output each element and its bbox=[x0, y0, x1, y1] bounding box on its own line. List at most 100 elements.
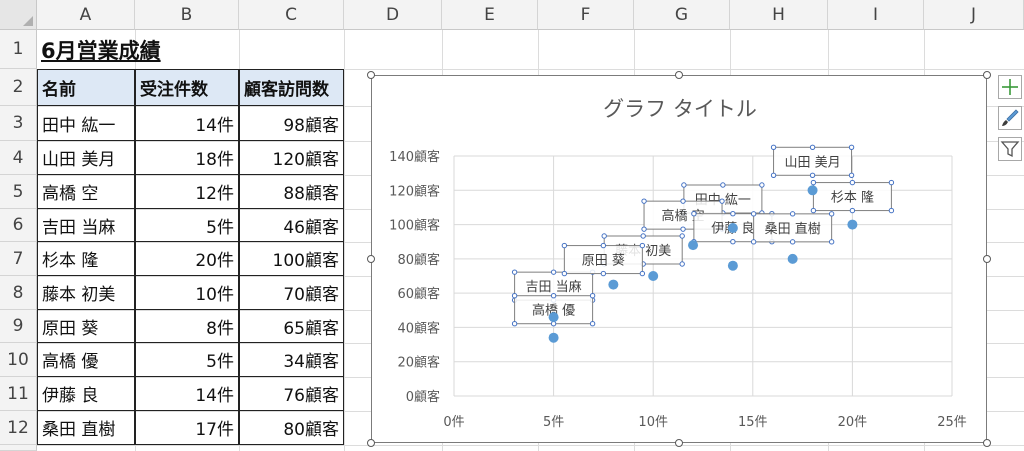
table-cell-name[interactable]: 伊藤 良 bbox=[37, 377, 135, 411]
data-label-handle[interactable] bbox=[550, 269, 557, 275]
resize-handle-top[interactable] bbox=[675, 71, 683, 79]
data-label-handle[interactable] bbox=[589, 293, 596, 299]
row-header-2[interactable]: 2 bbox=[0, 69, 37, 106]
data-label-handle[interactable] bbox=[720, 182, 726, 188]
table-cell-name[interactable]: 藤本 初美 bbox=[37, 276, 135, 310]
data-label-handle[interactable] bbox=[750, 239, 757, 245]
data-label-handle[interactable] bbox=[511, 269, 518, 275]
data-label-handle[interactable] bbox=[719, 198, 725, 204]
data-label-handle[interactable] bbox=[849, 179, 856, 186]
row-header-12[interactable]: 12 bbox=[0, 411, 37, 445]
sheet-title[interactable]: 6月営業成績 bbox=[41, 38, 161, 63]
data-label-handle[interactable] bbox=[639, 270, 646, 277]
table-cell-visits[interactable]: 88顧客 bbox=[239, 175, 344, 209]
resize-handle-top-right[interactable] bbox=[983, 71, 991, 79]
table-cell-name[interactable]: 高橋 空 bbox=[37, 175, 135, 209]
table-cell-orders[interactable]: 14件 bbox=[135, 377, 239, 411]
data-label-handle[interactable] bbox=[600, 270, 607, 277]
table-cell-visits[interactable]: 34顧客 bbox=[239, 343, 344, 377]
data-label-handle[interactable] bbox=[888, 207, 895, 214]
table-cell-orders[interactable]: 18件 bbox=[135, 141, 239, 175]
data-label-handle[interactable] bbox=[848, 172, 855, 178]
chart-styles-button[interactable] bbox=[998, 106, 1022, 130]
data-label[interactable]: 桑田 直樹 bbox=[765, 222, 821, 237]
row-header-10[interactable]: 10 bbox=[0, 343, 37, 377]
resize-handle-top-left[interactable] bbox=[367, 71, 375, 79]
data-label-handle[interactable] bbox=[789, 211, 796, 217]
row-header-3[interactable]: 3 bbox=[0, 106, 37, 141]
data-label-handle[interactable] bbox=[550, 293, 557, 299]
resize-handle-bottom-left[interactable] bbox=[367, 439, 375, 447]
data-label-handle[interactable] bbox=[888, 179, 895, 186]
column-header-b[interactable]: B bbox=[135, 0, 239, 30]
data-label[interactable]: 高橋 優 bbox=[532, 303, 575, 319]
data-point[interactable] bbox=[727, 260, 738, 271]
table-cell-visits[interactable]: 98顧客 bbox=[239, 106, 344, 141]
table-header-orders[interactable]: 受注件数 bbox=[135, 69, 239, 106]
table-cell-orders[interactable]: 8件 bbox=[135, 310, 239, 343]
table-cell-name[interactable]: 杉本 隆 bbox=[37, 242, 135, 276]
table-cell-orders[interactable]: 5件 bbox=[135, 343, 239, 377]
data-point[interactable] bbox=[807, 185, 818, 196]
data-label[interactable]: 山田 美月 bbox=[784, 155, 840, 170]
table-cell-name[interactable]: 山田 美月 bbox=[37, 141, 135, 175]
data-label-handle[interactable] bbox=[641, 226, 647, 232]
data-label-handle[interactable] bbox=[828, 211, 835, 217]
row-header-1[interactable]: 1 bbox=[0, 30, 37, 69]
data-label[interactable]: 原田 葵 bbox=[582, 254, 625, 269]
column-header-a[interactable]: A bbox=[37, 0, 135, 30]
data-label-handle[interactable] bbox=[828, 239, 835, 245]
resize-handle-left[interactable] bbox=[367, 255, 375, 263]
data-label-handle[interactable] bbox=[561, 242, 568, 249]
data-label-handle[interactable] bbox=[810, 179, 817, 186]
data-point[interactable] bbox=[648, 271, 659, 281]
data-label-handle[interactable] bbox=[680, 198, 686, 204]
data-label-handle[interactable] bbox=[550, 321, 557, 327]
data-point[interactable] bbox=[847, 219, 858, 230]
data-label-handle[interactable] bbox=[848, 144, 855, 150]
row-header-13[interactable] bbox=[0, 445, 37, 451]
table-header-name[interactable]: 名前 bbox=[37, 69, 135, 106]
column-header-g[interactable]: G bbox=[634, 0, 730, 30]
row-header-8[interactable]: 8 bbox=[0, 276, 37, 310]
table-cell-orders[interactable]: 10件 bbox=[135, 276, 239, 310]
data-label-handle[interactable] bbox=[511, 321, 518, 327]
data-label-handle[interactable] bbox=[601, 233, 607, 239]
data-label-handle[interactable] bbox=[640, 233, 646, 239]
chart-area[interactable]: グラフ タイトル 0顧客 20顧客 40顧客 60顧客 80顧客 100顧客 120顧客 14… bbox=[371, 75, 987, 443]
column-header-i[interactable]: I bbox=[828, 0, 924, 30]
chart-elements-button[interactable] bbox=[998, 75, 1022, 99]
data-label-handle[interactable] bbox=[589, 321, 596, 327]
data-label-handle[interactable] bbox=[770, 144, 777, 150]
column-header-c[interactable]: C bbox=[239, 0, 344, 30]
resize-handle-right[interactable] bbox=[983, 255, 991, 263]
row-header-5[interactable]: 5 bbox=[0, 175, 37, 209]
table-cell-visits[interactable]: 70顧客 bbox=[239, 276, 344, 310]
table-cell-name[interactable]: 高橋 優 bbox=[37, 343, 135, 377]
table-cell-name[interactable]: 田中 紘一 bbox=[37, 106, 135, 141]
data-label-handle[interactable] bbox=[849, 207, 856, 214]
data-label-box[interactable] bbox=[563, 245, 643, 275]
table-cell-visits[interactable]: 76顧客 bbox=[239, 377, 344, 411]
data-label-box[interactable] bbox=[812, 182, 892, 212]
row-header-11[interactable]: 11 bbox=[0, 377, 37, 411]
data-label-handle[interactable] bbox=[809, 172, 816, 178]
data-point[interactable] bbox=[608, 279, 619, 290]
data-label-handle[interactable] bbox=[759, 182, 765, 188]
table-cell-orders[interactable]: 20件 bbox=[135, 242, 239, 276]
table-cell-visits[interactable]: 120顧客 bbox=[239, 141, 344, 175]
data-label-handle[interactable] bbox=[770, 172, 777, 178]
table-cell-name[interactable]: 桑田 直樹 bbox=[37, 411, 135, 445]
data-point[interactable] bbox=[688, 240, 699, 251]
row-header-6[interactable]: 6 bbox=[0, 209, 37, 242]
data-label-handle[interactable] bbox=[641, 198, 647, 204]
data-label-handle[interactable] bbox=[730, 239, 736, 245]
data-point[interactable] bbox=[727, 223, 738, 233]
data-label-handle[interactable] bbox=[561, 270, 568, 277]
column-header-d[interactable]: D bbox=[344, 0, 442, 30]
table-cell-name[interactable]: 原田 葵 bbox=[37, 310, 135, 343]
data-label-handle[interactable] bbox=[600, 242, 607, 249]
table-cell-visits[interactable]: 80顧客 bbox=[239, 411, 344, 445]
data-label-handle[interactable] bbox=[680, 226, 686, 232]
table-cell-visits[interactable]: 100顧客 bbox=[239, 242, 344, 276]
